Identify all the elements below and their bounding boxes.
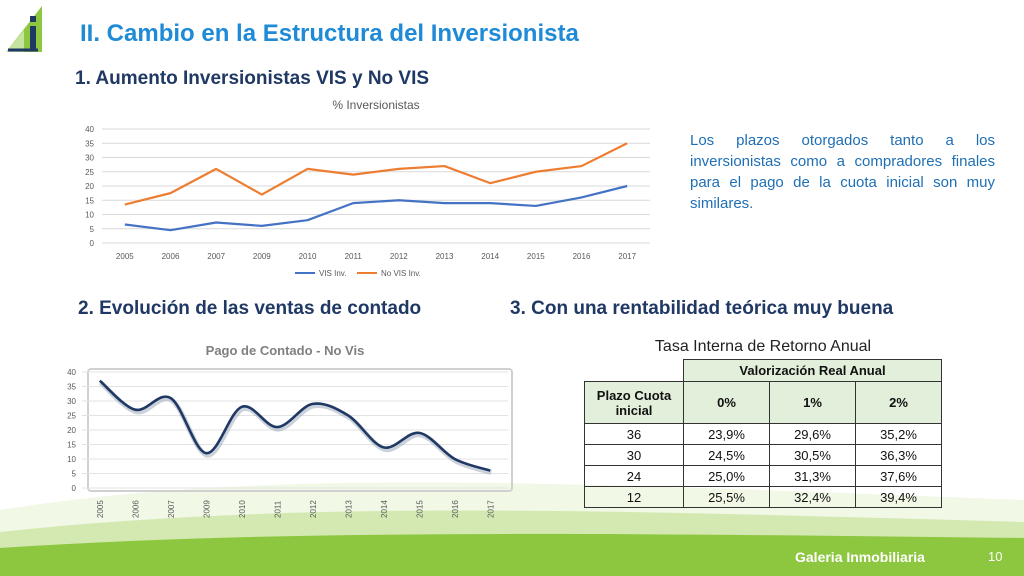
value-cell: 35,2%: [855, 423, 942, 445]
investors-line-chart: % Inversionistas 0 5 10 15 20 25 30 35 40 2005 2006…: [85, 98, 650, 278]
company-logo: [6, 6, 42, 52]
chart-title: Pago de Contado - No Vis: [206, 343, 365, 358]
value-cell: 37,6%: [855, 465, 942, 487]
value-cell: 24,5%: [683, 444, 770, 466]
x-tick-label: 2012: [309, 500, 318, 518]
x-tick-label: 2007: [207, 252, 225, 261]
group-header: Valorización Real Anual: [683, 359, 942, 382]
y-tick-label: 30: [67, 397, 76, 406]
x-tick-label: 2015: [527, 252, 545, 261]
table-row: 36 23,9% 29,6% 35,2%: [584, 423, 942, 445]
series-line: [98, 379, 491, 472]
y-tick-label: 15: [67, 441, 76, 450]
plazo-cell: 24: [584, 465, 684, 487]
col-header: 2%: [855, 381, 942, 424]
table-corner: [584, 359, 684, 382]
x-tick-label: 2006: [131, 500, 140, 518]
x-tick-label: 2011: [273, 500, 282, 518]
value-cell: 29,6%: [769, 423, 856, 445]
x-tick-label: 2013: [344, 500, 353, 518]
y-tick-label: 10: [67, 455, 76, 464]
irr-table: Valorización Real Anual Plazo Cuota inic…: [584, 359, 942, 508]
series-line-shadow: [99, 380, 493, 475]
y-tick-label: 35: [67, 383, 76, 392]
y-tick-label: 0: [90, 239, 95, 248]
value-cell: 39,4%: [855, 486, 942, 508]
col-header: 1%: [769, 381, 856, 424]
y-tick-label: 30: [85, 154, 94, 163]
col-header: 0%: [683, 381, 770, 424]
x-tick-label: 2010: [299, 252, 317, 261]
section-3-heading: 3. Con una rentabilidad teórica muy buen…: [510, 298, 894, 319]
y-tick-label: 15: [85, 196, 94, 205]
x-tick-label: 2014: [481, 252, 499, 261]
x-tick-label: 2016: [451, 500, 460, 518]
plazo-cell: 36: [584, 423, 684, 445]
footer-brand: Galeria Inmobiliaria: [795, 549, 925, 565]
table-row: 30 24,5% 30,5% 36,3%: [584, 444, 942, 466]
x-tick-label: 2009: [253, 252, 271, 261]
value-cell: 36,3%: [855, 444, 942, 466]
section-1-heading: 1. Aumento Inversionistas VIS y No VIS: [75, 68, 430, 89]
x-tick-label: 2016: [573, 252, 591, 261]
y-tick-label: 5: [90, 225, 95, 234]
series-line: [124, 142, 628, 206]
x-tick-label: 2017: [618, 252, 636, 261]
y-tick-label: 10: [85, 211, 94, 220]
x-tick-label: 2005: [116, 252, 134, 261]
y-tick-label: 5: [72, 470, 77, 479]
x-tick-label: 2010: [238, 500, 247, 518]
y-tick-label: 35: [85, 139, 94, 148]
x-tick-label: 2006: [162, 252, 180, 261]
x-tick-label: 2014: [380, 500, 389, 518]
x-tick-label: 2009: [202, 500, 211, 518]
page-number: 10: [988, 549, 1003, 564]
legend-label: No VIS Inv.: [381, 269, 421, 278]
value-cell: 32,4%: [769, 486, 856, 508]
value-cell: 30,5%: [769, 444, 856, 466]
plazo-cell: 12: [584, 486, 684, 508]
value-cell: 31,3%: [769, 465, 856, 487]
y-tick-label: 40: [67, 368, 76, 377]
cash-sales-line-chart: Pago de Contado - No Vis 0 5 10 15 20 25 30 35 40…: [67, 343, 513, 518]
x-tick-label: 2017: [486, 500, 495, 518]
y-tick-label: 25: [67, 412, 76, 421]
page-title: II. Cambio en la Estructura del Inversio…: [80, 20, 579, 47]
y-tick-label: 25: [85, 168, 94, 177]
series-line: [124, 184, 628, 232]
x-tick-label: 2011: [345, 252, 363, 261]
x-tick-label: 2005: [96, 500, 105, 518]
value-cell: 25,5%: [683, 486, 770, 508]
x-tick-label: 2007: [167, 500, 176, 518]
plazo-cell: 30: [584, 444, 684, 466]
y-tick-label: 40: [85, 125, 94, 134]
irr-table-title: Tasa Interna de Retorno Anual: [654, 338, 872, 355]
y-tick-label: 20: [67, 426, 76, 435]
note-text: Los plazos otorgados tanto a los inversi…: [690, 132, 995, 212]
x-tick-label: 2013: [436, 252, 454, 261]
section-2-heading: 2. Evolución de las ventas de contado: [78, 298, 422, 319]
chart-title: % Inversionistas: [332, 98, 419, 112]
x-tick-label: 2015: [415, 500, 424, 518]
legend-label: VIS Inv.: [319, 269, 346, 278]
value-cell: 23,9%: [683, 423, 770, 445]
value-cell: 25,0%: [683, 465, 770, 487]
table-row: 24 25,0% 31,3% 37,6%: [584, 465, 942, 487]
x-tick-label: 2012: [390, 252, 408, 261]
y-tick-label: 20: [85, 182, 94, 191]
y-tick-label: 0: [72, 484, 77, 493]
table-row: 12 25,5% 32,4% 39,4%: [584, 486, 942, 508]
row-header: Plazo Cuota inicial: [584, 381, 684, 424]
